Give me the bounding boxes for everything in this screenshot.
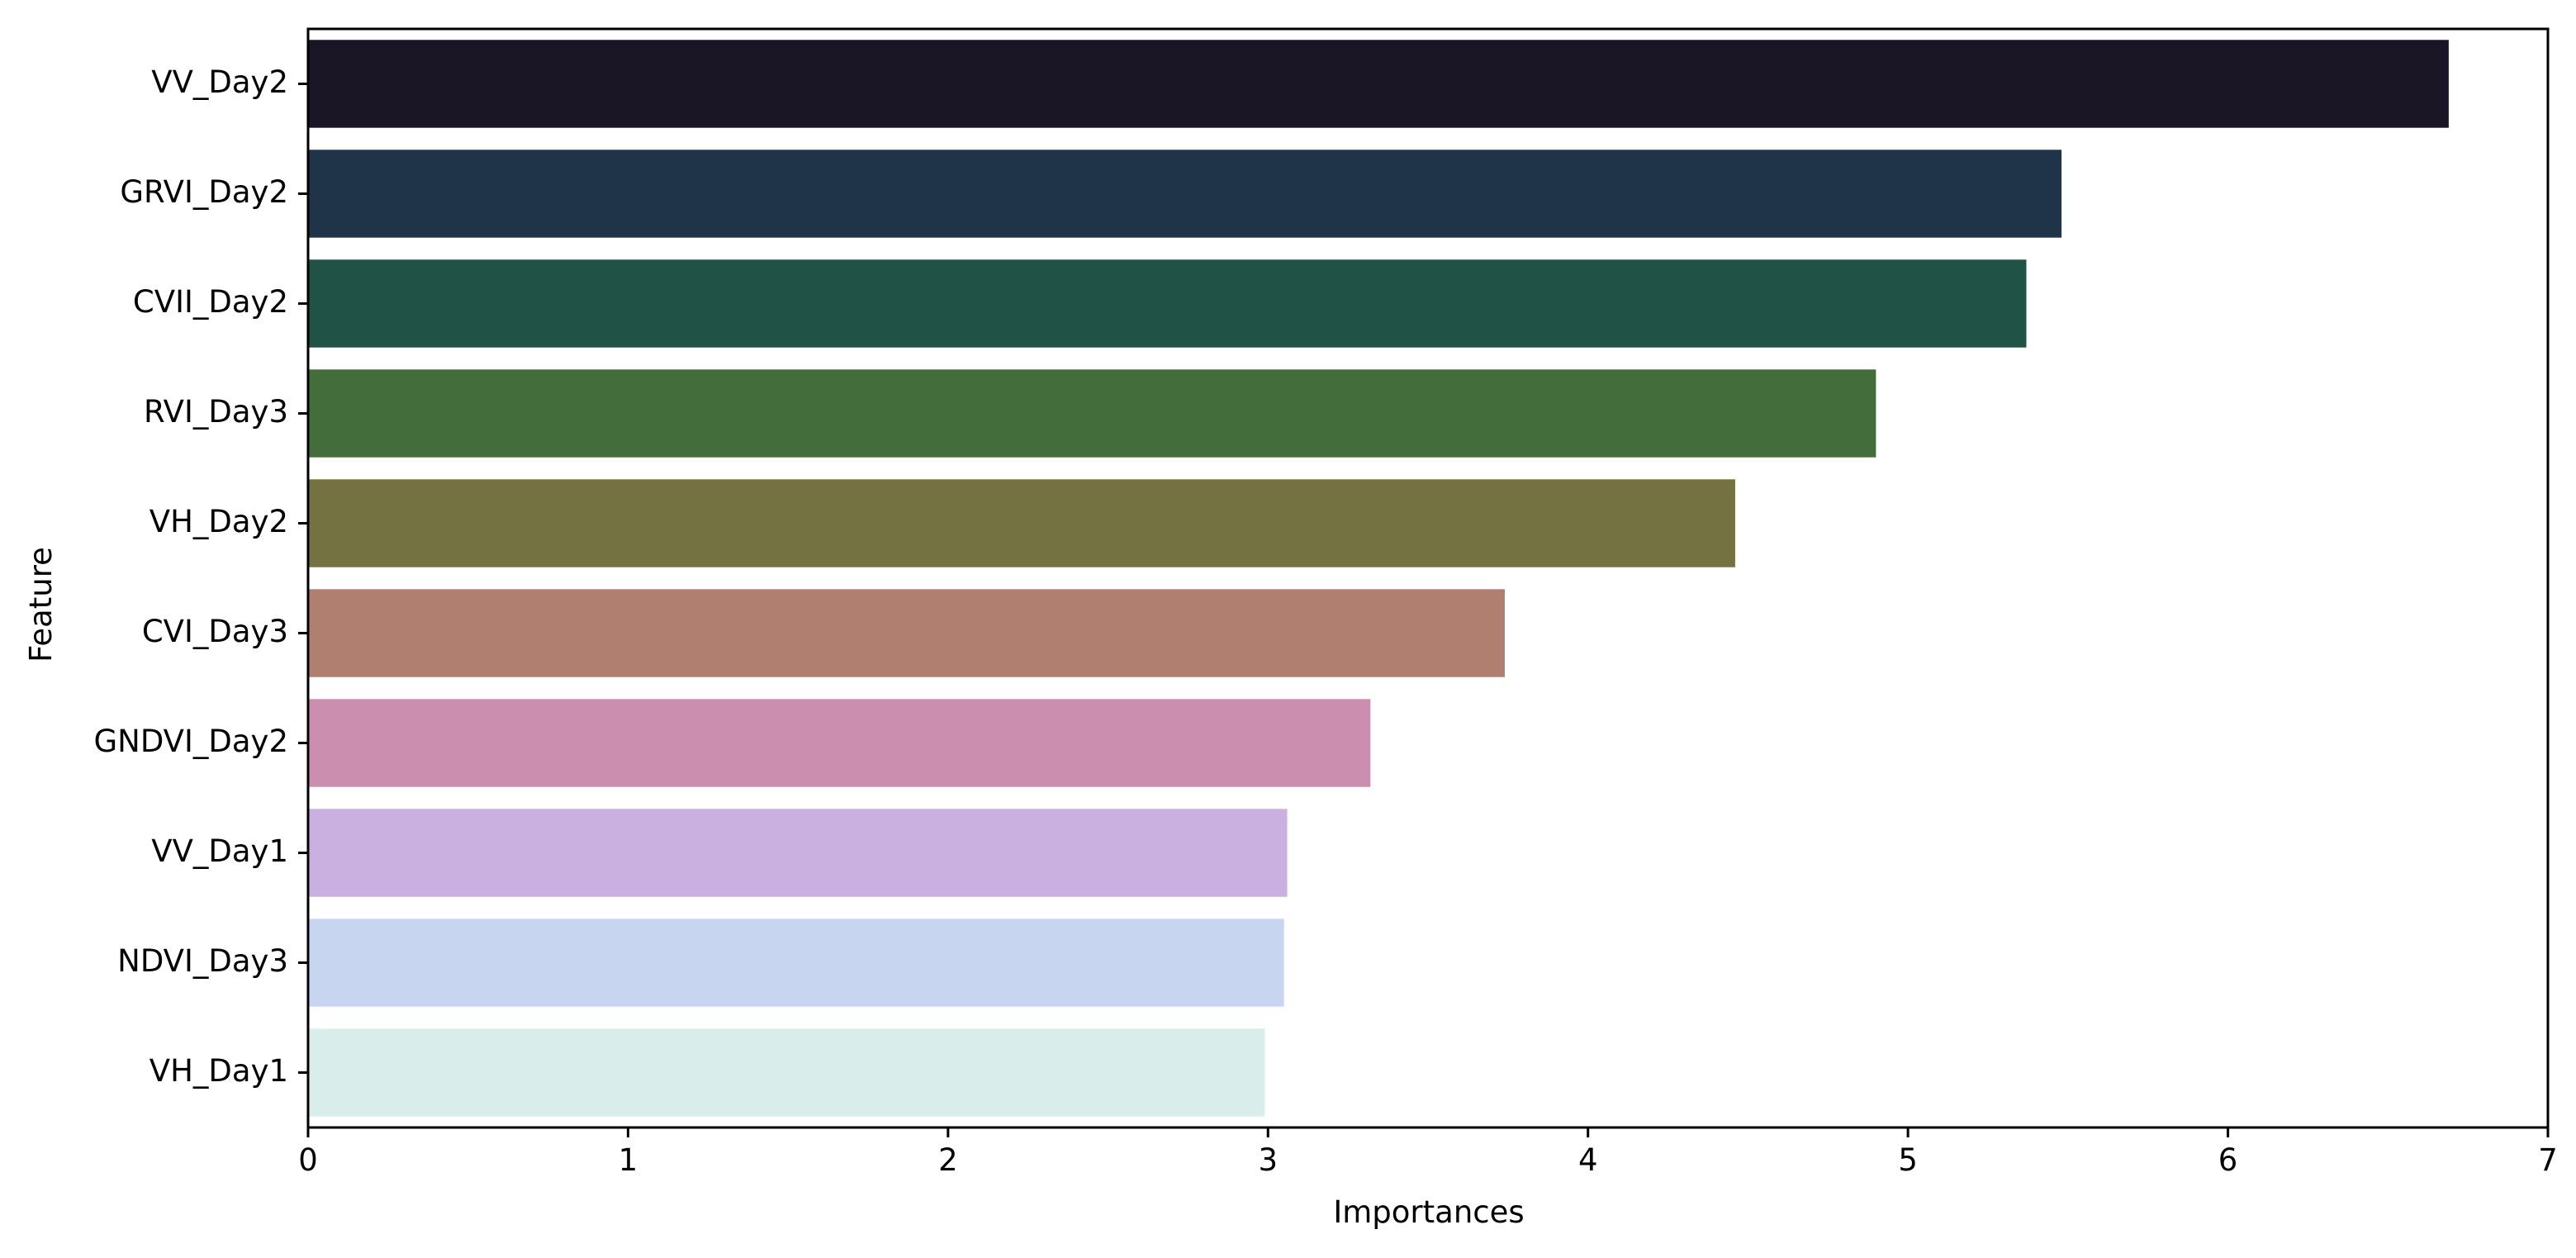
x-tick-label: 0 bbox=[298, 1142, 318, 1178]
x-tick-label: 5 bbox=[1898, 1142, 1918, 1178]
x-tick-label: 4 bbox=[1578, 1142, 1598, 1178]
y-tick-label: GRVI_Day2 bbox=[120, 174, 288, 210]
plot-frame bbox=[306, 27, 2550, 1129]
y-tick-label: VH_Day1 bbox=[149, 1053, 288, 1089]
x-tick-label: 2 bbox=[938, 1142, 958, 1178]
bar-NDVI_Day3 bbox=[308, 919, 1284, 1007]
x-tick-label: 7 bbox=[2538, 1142, 2558, 1178]
bar-CVI_Day3 bbox=[308, 589, 1505, 677]
bar-VH_Day2 bbox=[308, 479, 1735, 567]
y-tick-label: VV_Day2 bbox=[151, 64, 288, 100]
bar-VV_Day1 bbox=[308, 809, 1288, 897]
bars-layer bbox=[308, 40, 2449, 1117]
y-tick-label: CVI_Day3 bbox=[142, 614, 288, 649]
x-tick-label: 3 bbox=[1259, 1142, 1279, 1178]
bar-VH_Day1 bbox=[308, 1028, 1265, 1117]
x-axis-label: Importances bbox=[1333, 1194, 1524, 1230]
y-tick-label: NDVI_Day3 bbox=[117, 943, 288, 979]
y-tick-label: VV_Day1 bbox=[151, 833, 288, 869]
y-tick-label: GNDVI_Day2 bbox=[93, 724, 288, 759]
bar-CVII_Day2 bbox=[308, 259, 2027, 348]
x-tick-label: 1 bbox=[619, 1142, 638, 1178]
bar-GRVI_Day2 bbox=[308, 150, 2062, 238]
axes-layer: VV_Day2 GRVI_Day2 CVII_Day2 RVI_Day3 VH_Day2… bbox=[93, 27, 2558, 1178]
bar-RVI_Day3 bbox=[308, 369, 1876, 458]
y-tick-label: RVI_Day3 bbox=[144, 394, 288, 430]
y-axis-label: Feature bbox=[23, 547, 59, 662]
x-tick-label: 6 bbox=[2218, 1142, 2238, 1178]
y-tick-label: CVII_Day2 bbox=[133, 284, 288, 320]
bar-GNDVI_Day2 bbox=[308, 699, 1371, 787]
bar-VV_Day2 bbox=[308, 40, 2449, 128]
y-tick-label: VH_Day2 bbox=[149, 504, 288, 539]
